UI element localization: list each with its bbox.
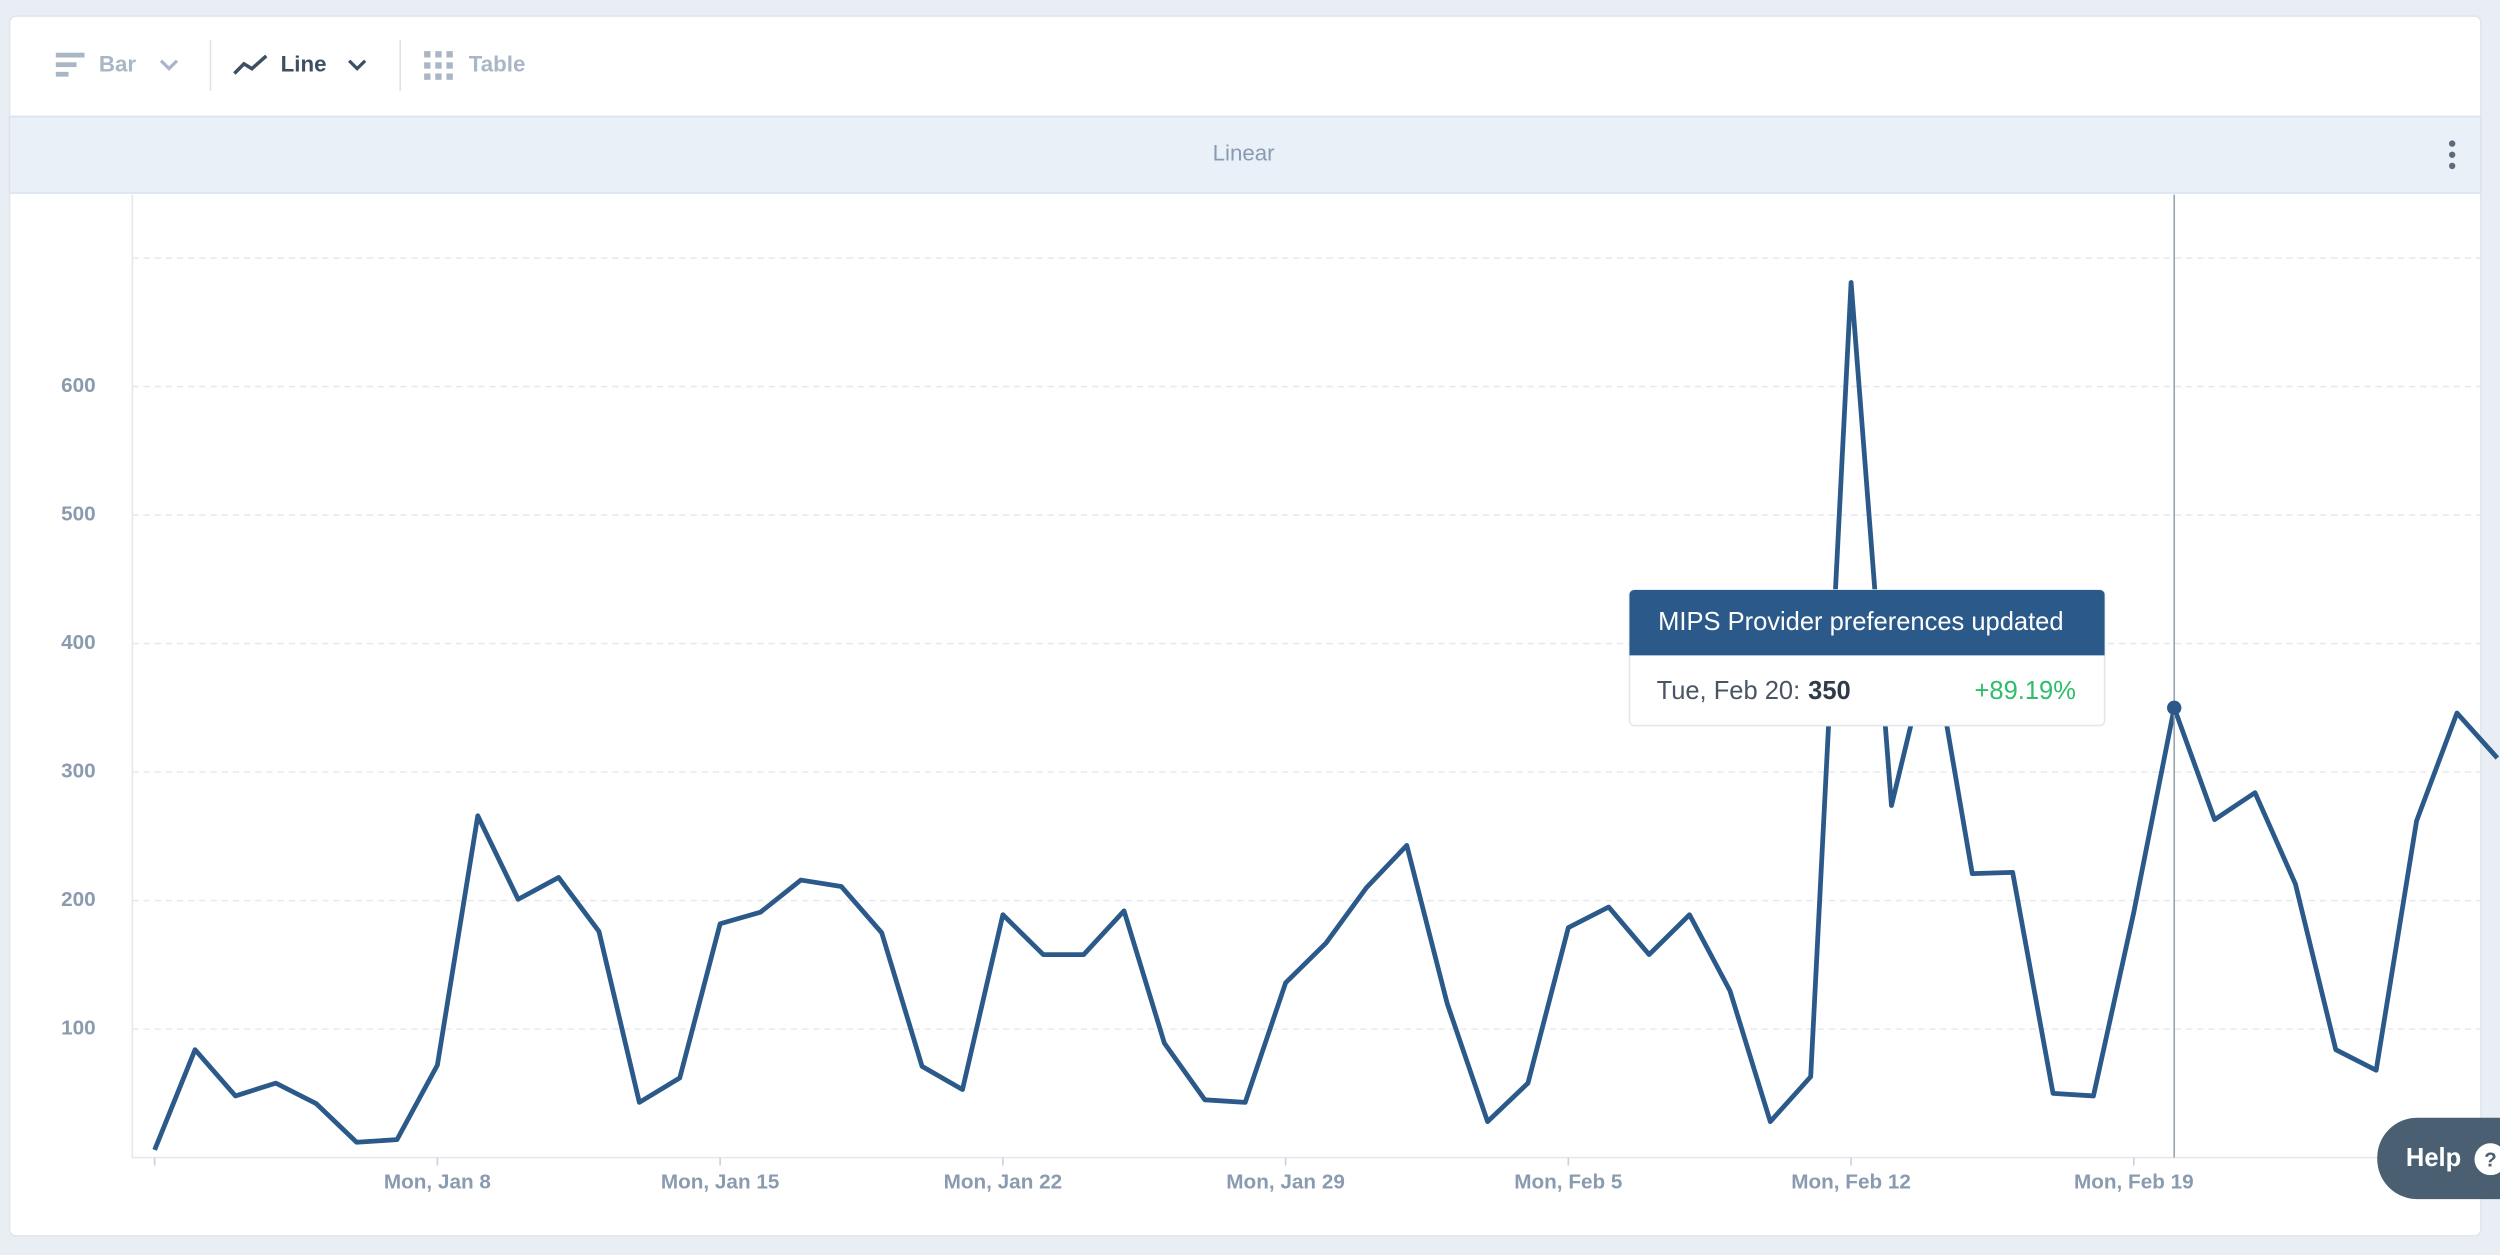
card [8, 15, 2482, 1237]
y-tick-label: 200 [61, 888, 96, 911]
x-tick-label: Mon, Feb 19 [2074, 1171, 2194, 1194]
scale-bar [8, 115, 2482, 194]
help-pill [2377, 1117, 2500, 1200]
tooltip: MIPS Provider preferences updated Tue, Fe… [1628, 589, 2106, 727]
chevron [348, 59, 367, 71]
x-tick-label: Mon, Jan 22 [944, 1171, 1063, 1194]
chevron [159, 59, 179, 71]
line-label: Line [281, 51, 327, 76]
line-icon [233, 54, 268, 75]
x-tick-label: Mon, Jan 29 [1226, 1171, 1345, 1194]
plot: 100 200 300 400 500 600 Mon, Jan 8 Mon, Jan 15 M… [61, 257, 2500, 1194]
x-tick-label: Mon, Jan 15 [661, 1171, 780, 1194]
line-button[interactable]: Line [233, 51, 367, 76]
x-tick-label: Mon, Jan 8 [384, 1171, 491, 1194]
help-button[interactable]: Help ? [2377, 1117, 2500, 1200]
tooltip-number: 350 [1808, 677, 1851, 705]
table-icon [424, 51, 453, 80]
y-tick-label: 500 [61, 503, 96, 526]
y-tick-label: 300 [61, 760, 96, 783]
menu-dots[interactable] [2448, 140, 2456, 170]
tooltip-header [1629, 590, 2105, 656]
bar-icon [55, 62, 77, 68]
tooltip-title: MIPS Provider preferences updated [1658, 608, 2063, 636]
y-tick-label: 400 [61, 631, 96, 654]
bar-button[interactable]: Bar [55, 51, 179, 77]
scale-label[interactable]: Linear [1213, 141, 1276, 166]
help-icon [2474, 1143, 2500, 1176]
help-label: Help [2406, 1144, 2461, 1172]
bar-icon [55, 52, 85, 58]
y-tick-label: 600 [61, 374, 96, 397]
hover-point [2167, 700, 2182, 716]
series-line [152, 280, 2500, 1151]
y-tick-label: 100 [61, 1017, 96, 1040]
table-label: Table [469, 51, 526, 76]
tooltip-change: +89.19% [1975, 677, 2076, 705]
tooltip-value: Tue, Feb 20: 350 [1657, 677, 1851, 705]
help-icon-mark: ? [2484, 1148, 2497, 1171]
overlay: MIPS Provider preferences updated Tue, Fe… [1628, 194, 2182, 1158]
bar-label: Bar [99, 51, 137, 76]
tooltip-date: Tue, Feb 20: [1657, 677, 1801, 705]
table-button[interactable]: Table [424, 51, 525, 80]
bar-icon [55, 71, 69, 77]
x-tick-label: Mon, Feb 5 [1514, 1171, 1622, 1194]
x-tick-label: Mon, Feb 12 [1791, 1171, 1911, 1194]
